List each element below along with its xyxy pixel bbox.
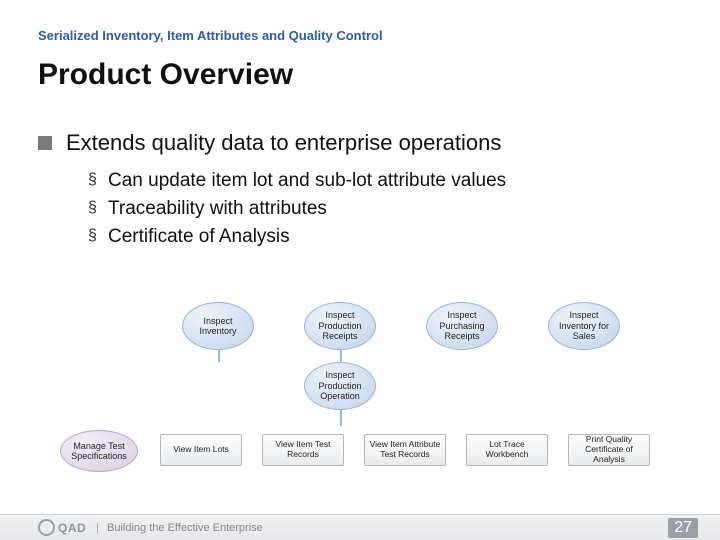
process-diagram: Inspect Inventory Inspect Production Rec… [62,302,658,482]
footer-separator: | [96,522,99,534]
slide: Serialized Inventory, Item Attributes an… [0,0,720,540]
slide-title: Product Overview [38,58,293,92]
rect-print-certificate: Print Quality Certificate of Analysis [568,434,650,466]
qad-logo: QAD [38,519,86,536]
bullet-level1: Extends quality data to enterprise opera… [38,130,682,156]
oval-inspect-production-receipts: Inspect Production Receipts [304,302,376,350]
footer-tagline: Building the Effective Enterprise [107,522,263,534]
oval-inspect-purchasing-receipts: Inspect Purchasing Receipts [426,302,498,350]
slide-eyebrow: Serialized Inventory, Item Attributes an… [38,28,383,43]
oval-inspect-inventory: Inspect Inventory [182,302,254,350]
bullet-level2: Traceability with attributes [38,198,682,220]
slide-body: Extends quality data to enterprise opera… [38,130,682,254]
rect-view-item-test-records: View Item Test Records [262,434,344,466]
rect-view-item-attr-test-records: View Item Attribute Test Records [364,434,446,466]
logo-swirl-icon [38,519,55,536]
logo-text: QAD [58,521,86,535]
connector [218,350,220,362]
slide-footer: QAD | Building the Effective Enterprise … [0,514,720,540]
connector [340,410,342,426]
connector [340,350,342,362]
rect-view-item-lots: View Item Lots [160,434,242,466]
oval-inspect-production-operation: Inspect Production Operation [304,362,376,410]
oval-manage-test-specs: Manage Test Specifications [60,430,138,472]
bullet-level2: Can update item lot and sub-lot attribut… [38,170,682,192]
oval-inspect-inventory-sales: Inspect Inventory for Sales [548,302,620,350]
rect-lot-trace-workbench: Lot Trace Workbench [466,434,548,466]
page-number: 27 [668,518,698,538]
bullet-level2: Certificate of Analysis [38,226,682,248]
